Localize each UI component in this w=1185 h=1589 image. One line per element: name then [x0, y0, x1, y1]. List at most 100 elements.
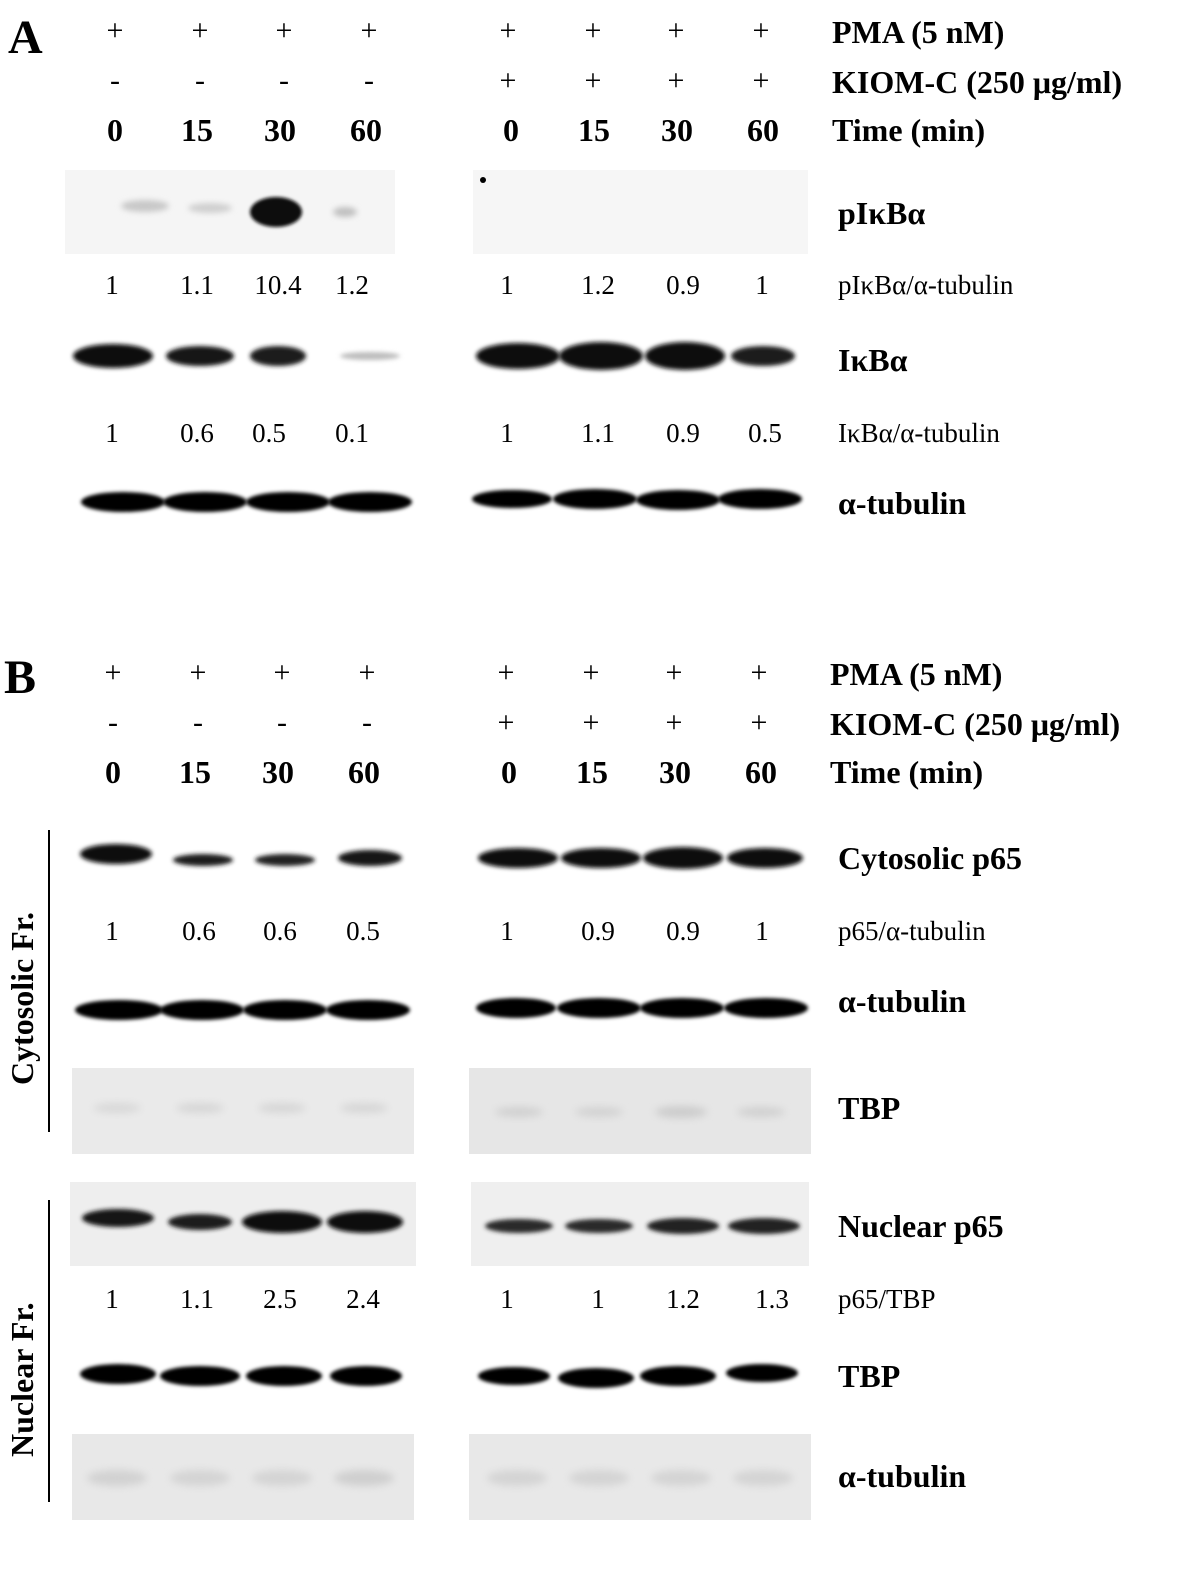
time-value: 60 [348, 754, 380, 790]
blot-label-nuc-tubulin: α-tubulin [838, 1458, 967, 1494]
blot-nuc-p65-left [70, 1182, 416, 1266]
pma-sign: + [360, 14, 378, 47]
quant-value: 1.1 [581, 418, 615, 448]
blot-nuc-tubulin-right [469, 1434, 811, 1520]
kiom-sign: - [193, 706, 203, 739]
time-value: 30 [262, 754, 294, 790]
kiom-sign: + [584, 64, 602, 97]
blot-label-cyto-tubulin: α-tubulin [838, 983, 967, 1019]
kiom-sign: + [665, 706, 683, 739]
quant-value: 1 [105, 1284, 119, 1314]
time-value: 60 [350, 112, 382, 148]
quant-value: 1.2 [666, 1284, 700, 1314]
blot-cyto-tubulin-right [476, 998, 808, 1018]
quant-value: 2.5 [263, 1284, 297, 1314]
quant-label-pikba: pIκBα/α-tubulin [838, 270, 1014, 300]
nuclear-bracket [48, 1200, 50, 1502]
quant-value: 1 [500, 270, 514, 300]
panel-b-letter: B [4, 651, 37, 704]
nuclear-fraction-label: Nuclear Fr. [4, 1302, 40, 1457]
kiom-sign: - [108, 706, 118, 739]
pma-sign: + [106, 14, 124, 47]
kiom-sign: + [667, 64, 685, 97]
blot-label-pikba: pIκBα [838, 195, 926, 231]
time-header: Time (min) [832, 112, 986, 148]
quant-value: 1.3 [755, 1284, 789, 1314]
kiom-sign: - [364, 64, 374, 97]
pma-sign: + [358, 656, 376, 689]
blot-label-cyto-p65: Cytosolic p65 [838, 840, 1022, 876]
time-value: 15 [181, 112, 213, 148]
kiom-sign: - [110, 64, 120, 97]
blot-pikba-left [65, 170, 395, 254]
kiom-sign: - [277, 706, 287, 739]
blot-nuc-tbp-left [80, 1364, 402, 1386]
kiom-sign: + [750, 706, 768, 739]
quant-value: 0.6 [263, 916, 297, 946]
quant-value: 1 [105, 916, 119, 946]
quant-value: 1 [755, 916, 769, 946]
time-value: 0 [105, 754, 121, 790]
quant-value: 2.4 [346, 1284, 380, 1314]
panel-a-letter: A [8, 11, 43, 64]
blot-tubulin-a-left [81, 492, 412, 512]
quant-value: 0.6 [180, 418, 214, 448]
kiom-sign: - [195, 64, 205, 97]
quant-value: 0.9 [581, 916, 615, 946]
quant-value: 0.9 [666, 270, 700, 300]
pma-sign: + [499, 14, 517, 47]
blot-label-ikba: IκBα [838, 342, 908, 378]
pma-sign: + [665, 656, 683, 689]
time-value: 15 [179, 754, 211, 790]
quant-value: 1 [500, 916, 514, 946]
quant-value: 0.1 [335, 418, 369, 448]
kiom-header: KIOM-C (250 μg/ml) [830, 706, 1121, 742]
quant-value: 1.2 [335, 270, 369, 300]
quant-label-nuc: p65/TBP [838, 1284, 936, 1314]
kiom-sign: - [279, 64, 289, 97]
kiom-sign: + [497, 706, 515, 739]
cytosolic-fraction-label: Cytosolic Fr. [4, 911, 40, 1085]
kiom-sign: + [752, 64, 770, 97]
blot-ikba-right [476, 342, 795, 370]
pma-header: PMA (5 nM) [832, 14, 1005, 50]
blot-label-nuc-p65: Nuclear p65 [838, 1208, 1004, 1244]
pma-sign: + [191, 14, 209, 47]
quant-value: 0.6 [182, 916, 216, 946]
cytosolic-bracket [48, 830, 50, 1132]
time-value: 30 [661, 112, 693, 148]
time-value: 30 [659, 754, 691, 790]
pma-sign: + [273, 656, 291, 689]
pma-sign: + [497, 656, 515, 689]
kiom-sign: - [362, 706, 372, 739]
time-value: 60 [745, 754, 777, 790]
pma-header: PMA (5 nM) [830, 656, 1003, 692]
time-value: 15 [578, 112, 610, 148]
time-header: Time (min) [830, 754, 984, 790]
pma-sign: + [582, 656, 600, 689]
kiom-header: KIOM-C (250 μg/ml) [832, 64, 1123, 100]
time-value: 0 [501, 754, 517, 790]
blot-cyto-p65-right [478, 847, 803, 869]
quant-value: 1.2 [581, 270, 615, 300]
quant-value: 1 [755, 270, 769, 300]
blot-tubulin-a-right [472, 489, 802, 510]
time-value: 60 [747, 112, 779, 148]
quant-label-ikba: IκBα/α-tubulin [838, 418, 1000, 448]
quant-value: 0.9 [666, 916, 700, 946]
blot-cyto-tbp-right [469, 1068, 811, 1154]
blot-pikba-right [473, 170, 808, 254]
quant-value: 1 [500, 1284, 514, 1314]
blot-label-tubulin-a: α-tubulin [838, 485, 967, 521]
quant-value: 0.5 [252, 418, 286, 448]
quant-value: 0.5 [346, 916, 380, 946]
pma-sign: + [584, 14, 602, 47]
blot-cyto-p65-left [80, 844, 402, 866]
quant-value: 0.5 [748, 418, 782, 448]
blot-nuc-p65-right [471, 1182, 809, 1266]
blot-nuc-tubulin-left [72, 1434, 414, 1520]
pma-sign: + [104, 656, 122, 689]
time-value: 0 [107, 112, 123, 148]
blot-nuc-tbp-right [478, 1364, 798, 1388]
pma-sign: + [189, 656, 207, 689]
